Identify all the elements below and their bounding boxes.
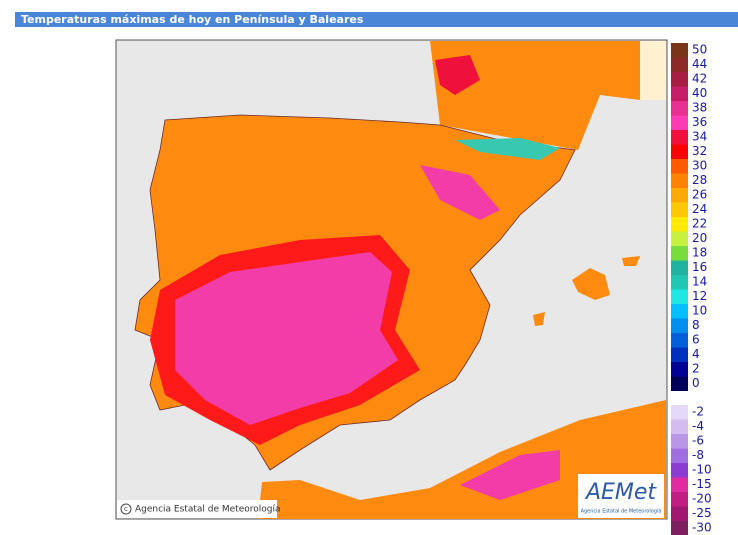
island (533, 312, 545, 326)
legend-label: 6 (692, 333, 700, 347)
legend-swatch (671, 521, 688, 535)
legend-label: 14 (692, 275, 707, 289)
legend-swatch (671, 188, 688, 203)
legend-label: 40 (692, 86, 707, 100)
legend-label: 18 (692, 246, 707, 260)
legend-swatch (671, 43, 688, 58)
legend-swatch (671, 376, 688, 391)
legend-swatch (671, 101, 688, 116)
very-hot-zone (420, 165, 500, 220)
legend-swatch (671, 405, 688, 420)
legend-swatch (671, 362, 688, 377)
legend-label: -2 (692, 405, 704, 419)
legend-label: 42 (692, 72, 707, 86)
legend-swatch (671, 448, 688, 463)
logo-box (578, 474, 664, 518)
very-hot-zone (460, 450, 560, 500)
legend-label: 44 (692, 57, 707, 71)
copyright-c: c (124, 505, 128, 513)
title-bar: Temperaturas máximas de hoy en Península… (15, 12, 738, 27)
legend-swatch (671, 231, 688, 246)
legend-swatch (671, 318, 688, 333)
legend-label: 0 (692, 376, 700, 390)
legend-swatch (671, 115, 688, 130)
island (622, 256, 640, 266)
france (430, 41, 640, 150)
legend-label: -8 (692, 448, 704, 462)
legend-swatch (671, 419, 688, 434)
legend-swatch (671, 159, 688, 174)
legend-label: -30 (692, 521, 712, 535)
legend-swatch (671, 275, 688, 290)
legend-swatch (671, 463, 688, 478)
legend-swatch (671, 260, 688, 275)
legend-label: 26 (692, 188, 707, 202)
legend-label: 28 (692, 173, 707, 187)
legend-swatch (671, 477, 688, 492)
legend-swatch (671, 173, 688, 188)
logo-subtitle: Agencia Estatal de Meteorología (581, 508, 662, 515)
legend-label: 32 (692, 144, 707, 158)
legend-label: -10 (692, 463, 712, 477)
legend-swatch (671, 289, 688, 304)
legend-swatch (671, 130, 688, 145)
legend-label: 16 (692, 260, 707, 274)
legend-label: 8 (692, 318, 700, 332)
legend-swatch (671, 72, 688, 87)
france-edge (640, 41, 666, 100)
legend-label: -25 (692, 506, 712, 520)
very-hot-zone (175, 252, 398, 425)
legend-swatch (671, 217, 688, 232)
copyright-icon (120, 503, 132, 515)
legend-label: 24 (692, 202, 707, 216)
legend-swatch (671, 144, 688, 159)
legend-label: 4 (692, 347, 700, 361)
cool-zone (455, 138, 560, 160)
legend-swatch (671, 57, 688, 72)
logo: AEMet (584, 480, 657, 505)
legend-swatch (671, 304, 688, 319)
legend-swatch (671, 347, 688, 362)
legend-label: 34 (692, 130, 707, 144)
legend-label: 12 (692, 289, 707, 303)
africa (258, 400, 666, 519)
legend-label: 36 (692, 115, 707, 129)
legend-label: 50 (692, 43, 707, 57)
legend-label: -6 (692, 434, 704, 448)
legend-label: -20 (692, 492, 712, 506)
legend-swatch (671, 202, 688, 217)
legend-label: 30 (692, 159, 707, 173)
legend-label: 22 (692, 217, 707, 231)
legend-swatch (671, 333, 688, 348)
credit-box (117, 500, 277, 518)
legend-label: 10 (692, 304, 707, 318)
legend-swatch (671, 506, 688, 521)
legend-swatch (671, 86, 688, 101)
legend-label: 20 (692, 231, 707, 245)
legend-label: -15 (692, 477, 712, 491)
legend-swatch (671, 434, 688, 449)
legend-label: -4 (692, 419, 704, 433)
island (572, 268, 610, 300)
hot-zone (435, 55, 480, 95)
legend-swatch (671, 492, 688, 507)
credit: Agencia Estatal de Meteorología (135, 505, 281, 515)
legend-label: 2 (692, 362, 700, 376)
legend-swatch (671, 246, 688, 261)
legend: 5044424038363432302826242220181614121086… (671, 43, 712, 535)
legend-label: 38 (692, 101, 707, 115)
